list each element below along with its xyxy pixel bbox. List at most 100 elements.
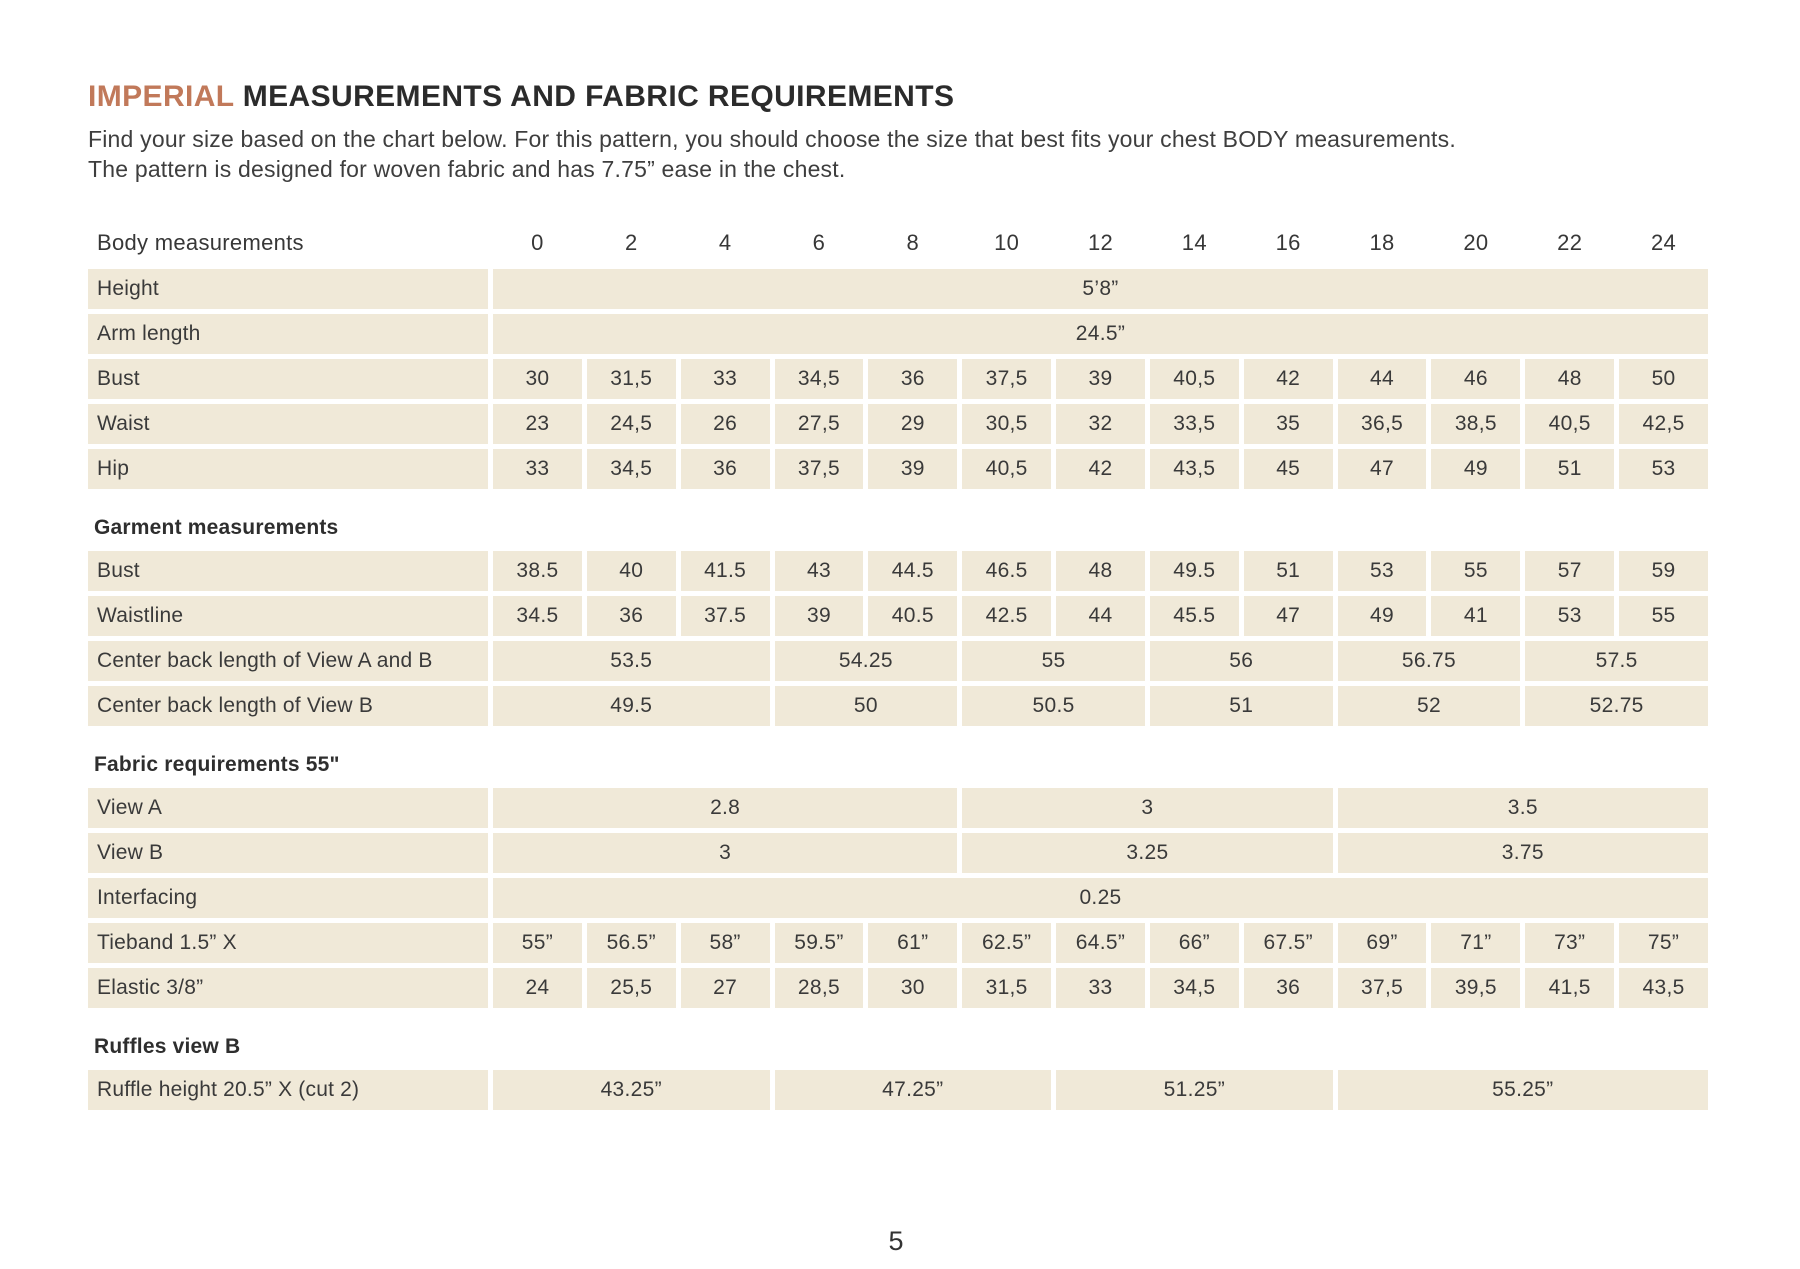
table-cell: 34,5 bbox=[586, 449, 676, 489]
table-cell: 56.5” bbox=[586, 923, 676, 963]
table-cell: 43.25” bbox=[493, 1070, 770, 1110]
table-cell: 3.25 bbox=[962, 833, 1333, 873]
table-cell: 37,5 bbox=[774, 449, 864, 489]
table-header-label: Body measurements bbox=[88, 222, 488, 264]
table-cell: 41 bbox=[1431, 596, 1521, 636]
table-cell: 53 bbox=[1619, 449, 1708, 489]
table-cell: 40.5 bbox=[868, 596, 958, 636]
table-cell: 51 bbox=[1149, 686, 1333, 726]
table-cell: 75” bbox=[1619, 923, 1708, 963]
table-cell: 43,5 bbox=[1619, 968, 1708, 1008]
table-cell: 73” bbox=[1525, 923, 1615, 963]
table-cell: 30 bbox=[493, 359, 582, 399]
table-cell: 33 bbox=[680, 359, 770, 399]
table-cell: 24 bbox=[493, 968, 582, 1008]
row-label: Waist bbox=[88, 404, 488, 444]
table-cell: 3.75 bbox=[1337, 833, 1708, 873]
table-cell: 71” bbox=[1431, 923, 1521, 963]
table-cell: 40 bbox=[586, 551, 676, 591]
table-cell: 43 bbox=[774, 551, 864, 591]
size-header: 14 bbox=[1149, 222, 1239, 264]
table-cell: 69” bbox=[1337, 923, 1427, 963]
row-label: Elastic 3/8” bbox=[88, 968, 488, 1008]
table-cell: 30,5 bbox=[962, 404, 1052, 444]
row-label: Waistline bbox=[88, 596, 488, 636]
table-cell: 55 bbox=[1619, 596, 1708, 636]
table-cell: 40,5 bbox=[1525, 404, 1615, 444]
table-cell: 38.5 bbox=[493, 551, 582, 591]
table-cell: 3.5 bbox=[1337, 788, 1708, 828]
size-header: 12 bbox=[1056, 222, 1145, 264]
table-cell: 42 bbox=[1243, 359, 1333, 399]
intro-text: Find your size based on the chart below.… bbox=[88, 124, 1708, 184]
row-label: Bust bbox=[88, 359, 488, 399]
section-header: Garment measurements bbox=[88, 494, 1708, 546]
row-label: Tieband 1.5” X bbox=[88, 923, 488, 963]
table-cell: 52 bbox=[1337, 686, 1521, 726]
table-cell: 53.5 bbox=[493, 641, 770, 681]
table-cell: 39 bbox=[1056, 359, 1145, 399]
table-cell: 44 bbox=[1056, 596, 1145, 636]
size-header: 20 bbox=[1431, 222, 1521, 264]
table-cell: 36 bbox=[680, 449, 770, 489]
table-cell: 2.8 bbox=[493, 788, 958, 828]
table-cell: 39,5 bbox=[1431, 968, 1521, 1008]
table-cell: 44 bbox=[1337, 359, 1427, 399]
table-cell: 45.5 bbox=[1149, 596, 1239, 636]
table-cell: 47 bbox=[1243, 596, 1333, 636]
table-cell: 34,5 bbox=[1149, 968, 1239, 1008]
table-cell: 34.5 bbox=[493, 596, 582, 636]
table-cell: 52.75 bbox=[1525, 686, 1708, 726]
size-header: 0 bbox=[493, 222, 582, 264]
table-cell: 39 bbox=[868, 449, 958, 489]
size-header: 4 bbox=[680, 222, 770, 264]
table-cell: 55 bbox=[1431, 551, 1521, 591]
table-cell: 57 bbox=[1525, 551, 1615, 591]
table-cell: 55 bbox=[962, 641, 1145, 681]
table-cell: 41.5 bbox=[680, 551, 770, 591]
size-header: 18 bbox=[1337, 222, 1427, 264]
table-cell: 44.5 bbox=[868, 551, 958, 591]
size-header: 10 bbox=[962, 222, 1052, 264]
table-cell: 35 bbox=[1243, 404, 1333, 444]
table-cell: 28,5 bbox=[774, 968, 864, 1008]
table-cell: 34,5 bbox=[774, 359, 864, 399]
table-cell: 49.5 bbox=[1149, 551, 1239, 591]
table-cell: 27 bbox=[680, 968, 770, 1008]
page-title: IMPERIAL MEASUREMENTS AND FABRIC REQUIRE… bbox=[88, 80, 1708, 114]
table-cell: 45 bbox=[1243, 449, 1333, 489]
table-cell: 40,5 bbox=[962, 449, 1052, 489]
table-cell: 54.25 bbox=[774, 641, 958, 681]
table-cell: 48 bbox=[1056, 551, 1145, 591]
table-cell: 33 bbox=[493, 449, 582, 489]
table-cell: 49.5 bbox=[493, 686, 770, 726]
table-cell: 33,5 bbox=[1149, 404, 1239, 444]
intro-line-2: The pattern is designed for woven fabric… bbox=[88, 156, 846, 182]
table-cell: 36 bbox=[868, 359, 958, 399]
table-cell: 51 bbox=[1243, 551, 1333, 591]
page-number: 5 bbox=[888, 1226, 904, 1256]
table-cell: 55” bbox=[493, 923, 582, 963]
table-cell: 51 bbox=[1525, 449, 1615, 489]
table-cell: 62.5” bbox=[962, 923, 1052, 963]
row-label: Height bbox=[88, 269, 488, 309]
row-label: View A bbox=[88, 788, 488, 828]
table-cell: 36 bbox=[586, 596, 676, 636]
table-cell: 24,5 bbox=[586, 404, 676, 444]
table-cell: 56 bbox=[1149, 641, 1333, 681]
row-label: Interfacing bbox=[88, 878, 488, 918]
table-cell: 46 bbox=[1431, 359, 1521, 399]
table-cell: 50.5 bbox=[962, 686, 1145, 726]
table-cell: 53 bbox=[1525, 596, 1615, 636]
table-cell: 42,5 bbox=[1619, 404, 1708, 444]
size-header: 8 bbox=[868, 222, 958, 264]
table-cell: 30 bbox=[868, 968, 958, 1008]
intro-line-1: Find your size based on the chart below.… bbox=[88, 126, 1456, 152]
row-label: Hip bbox=[88, 449, 488, 489]
table-cell: 3 bbox=[962, 788, 1333, 828]
table-cell: 25,5 bbox=[586, 968, 676, 1008]
table-cell: 36,5 bbox=[1337, 404, 1427, 444]
table-cell: 53 bbox=[1337, 551, 1427, 591]
table-cell: 46.5 bbox=[962, 551, 1052, 591]
table-cell: 51.25” bbox=[1056, 1070, 1333, 1110]
